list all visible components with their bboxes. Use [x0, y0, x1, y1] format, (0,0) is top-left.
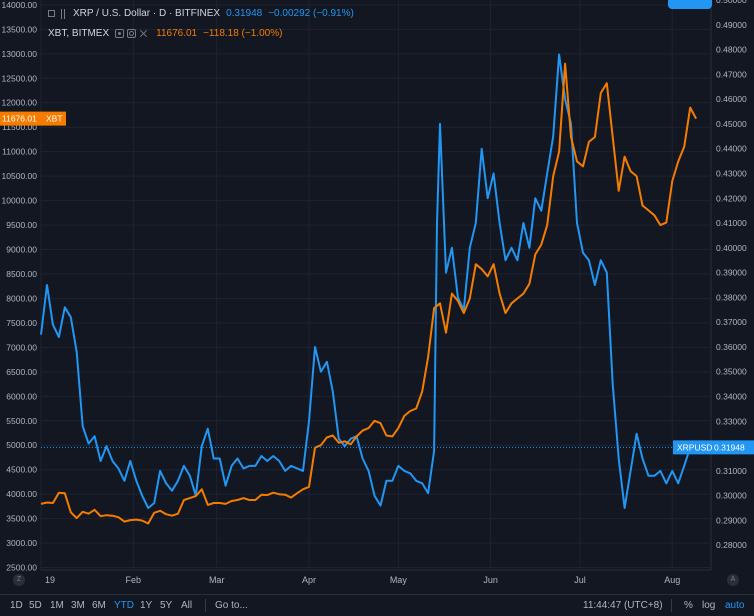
- collapse-legend-icon[interactable]: [48, 10, 55, 17]
- time-tick-label: Mar: [209, 575, 225, 585]
- right-tick-label: 0.39000: [716, 268, 747, 278]
- right-tick-label: 0.48000: [716, 45, 747, 55]
- right-tick-label: 0.30000: [716, 491, 747, 501]
- left-tick-label: 7000.00: [6, 342, 37, 352]
- time-tick-label: Apr: [302, 575, 316, 585]
- left-tick-label: 14000.00: [2, 0, 38, 10]
- xrp-price-tag-value: 0.31948: [714, 442, 745, 452]
- right-tick-label: 0.43000: [716, 168, 747, 178]
- left-tick-label: 4000.00: [6, 489, 37, 499]
- right-tick-label: 0.34000: [716, 392, 747, 402]
- series-layer: [40, 53, 711, 525]
- right-tick-label: 0.50000: [716, 0, 747, 5]
- xbt-price-tag: [0, 111, 66, 126]
- chart-canvas[interactable]: 2500.00 3000.00 3500.00 4000.00 4500.00 5000.…: [0, 0, 754, 594]
- settings-icon[interactable]: [127, 29, 137, 38]
- left-tick-label: 8500.00: [6, 269, 37, 279]
- timeframe-ytd[interactable]: YTD: [114, 600, 134, 611]
- compare-series-legend[interactable]: XBT, BITMEX 11676.01 −118.18 (−1.00%): [48, 28, 282, 39]
- series-line-xbt[interactable]: [40, 62, 697, 525]
- right-tick-label: 0.46000: [716, 94, 747, 104]
- left-tick-label: 11500.00: [2, 122, 37, 132]
- left-tick-label: 6000.00: [6, 391, 37, 401]
- right-tick-label: 0.37000: [716, 317, 747, 327]
- right-scale-button[interactable]: A: [727, 574, 739, 586]
- xrp-price-tag: [673, 440, 754, 455]
- left-tick-label: 10000.00: [2, 196, 38, 206]
- timeframe-1m[interactable]: 1M: [50, 600, 64, 611]
- right-tick-label: 0.35000: [716, 367, 747, 377]
- right-tick-label: 0.45000: [716, 119, 747, 129]
- left-scale-button[interactable]: Z: [13, 574, 25, 586]
- xrp-price-tag-name: XRPUSD: [677, 442, 712, 452]
- left-tick-label: 4500.00: [6, 465, 37, 475]
- clock[interactable]: 11:44:47 (UTC+8): [583, 600, 663, 611]
- right-tick-label: 0.29000: [716, 515, 747, 525]
- close-icon[interactable]: [139, 29, 148, 38]
- timeframe-1d[interactable]: 1D: [10, 600, 23, 611]
- right-tick-label: 0.40000: [716, 243, 747, 253]
- left-tick-label: 7500.00: [6, 318, 37, 328]
- xbt-price-tag-value: 11676.01: [2, 114, 37, 124]
- timeframe-3m[interactable]: 3M: [71, 600, 85, 611]
- left-tick-label: 8000.00: [6, 293, 37, 303]
- time-tick-label: May: [390, 575, 408, 585]
- bottom-toolbar: 1D 5D 1M 3M 6M YTD 1Y 5Y All Go to... 11…: [0, 594, 754, 616]
- timeframe-1y[interactable]: 1Y: [140, 600, 153, 611]
- main-series-legend[interactable]: XRP / U.S. Dollar · D · BITFINEX 0.31948…: [48, 8, 354, 19]
- price-tags: XRPUSD 0.31948 11676.01 XBT: [0, 111, 754, 455]
- left-tick-label: 9500.00: [6, 220, 37, 230]
- time-tick-label: Feb: [126, 575, 142, 585]
- right-tick-label: 0.49000: [716, 20, 747, 30]
- left-tick-label: 12000.00: [2, 98, 38, 108]
- series-line-xrpusd[interactable]: [40, 53, 692, 509]
- timeframe-5d[interactable]: 5D: [29, 600, 42, 611]
- left-tick-label: 3500.00: [6, 514, 37, 524]
- goto-date-button[interactable]: Go to...: [215, 600, 248, 611]
- eye-icon[interactable]: [115, 29, 125, 38]
- auto-scale-toggle[interactable]: auto: [725, 600, 745, 611]
- left-tick-label: 13000.00: [2, 49, 38, 59]
- left-tick-label: 6500.00: [6, 367, 37, 377]
- percent-scale-toggle[interactable]: %: [684, 600, 693, 611]
- left-tick-label: 12500.00: [2, 73, 38, 83]
- right-tick-label: 0.33000: [716, 416, 747, 426]
- right-tick-label: 0.42000: [716, 193, 747, 203]
- time-tick-label: Jul: [574, 575, 586, 585]
- left-tick-label: 2500.00: [6, 563, 37, 573]
- log-scale-toggle[interactable]: log: [702, 600, 716, 611]
- left-price-axis[interactable]: 2500.00 3000.00 3500.00 4000.00 4500.00 5000.…: [2, 0, 38, 573]
- main-change: −0.00292 (−0.91%): [268, 8, 354, 19]
- timeframe-all[interactable]: All: [181, 600, 193, 611]
- chart-legend: XRP / U.S. Dollar · D · BITFINEX 0.31948…: [0, 0, 754, 50]
- main-symbol-title[interactable]: XRP / U.S. Dollar · D · BITFINEX: [73, 8, 221, 19]
- compare-symbol-title[interactable]: XBT, BITMEX: [48, 28, 110, 39]
- left-tick-label: 5000.00: [6, 440, 37, 450]
- left-tick-label: 3000.00: [6, 538, 37, 548]
- timeframe-6m[interactable]: 6M: [92, 600, 106, 611]
- right-tick-label: 0.41000: [716, 218, 747, 228]
- right-tick-label: 0.44000: [716, 144, 747, 154]
- xbt-price-tag-name: XBT: [46, 114, 63, 124]
- left-tick-label: 5500.00: [6, 416, 37, 426]
- left-tick-label: 13500.00: [2, 24, 38, 34]
- time-tick-label: Aug: [664, 575, 680, 585]
- timeframe-5y[interactable]: 5Y: [160, 600, 173, 611]
- compare-price: 11676.01: [156, 28, 198, 39]
- time-tick-label: Jun: [483, 575, 498, 585]
- drag-handle-icon[interactable]: [61, 8, 67, 19]
- series-color-marker: [668, 0, 712, 9]
- right-tick-label: 0.38000: [716, 292, 747, 302]
- right-tick-label: 0.47000: [716, 69, 747, 79]
- right-tick-label: 0.36000: [716, 342, 747, 352]
- left-tick-label: 10500.00: [2, 171, 38, 181]
- left-tick-label: 9000.00: [6, 245, 37, 255]
- right-tick-label: 0.28000: [716, 540, 747, 550]
- left-tick-label: 11000.00: [2, 147, 37, 157]
- time-axis[interactable]: 19 Feb Mar Apr May Jun Jul Aug: [45, 575, 680, 585]
- right-tick-label: 0.31000: [716, 466, 747, 476]
- time-tick-label: 19: [45, 575, 55, 585]
- main-price: 0.31948: [226, 8, 263, 19]
- compare-change: −118.18 (−1.00%): [203, 28, 283, 39]
